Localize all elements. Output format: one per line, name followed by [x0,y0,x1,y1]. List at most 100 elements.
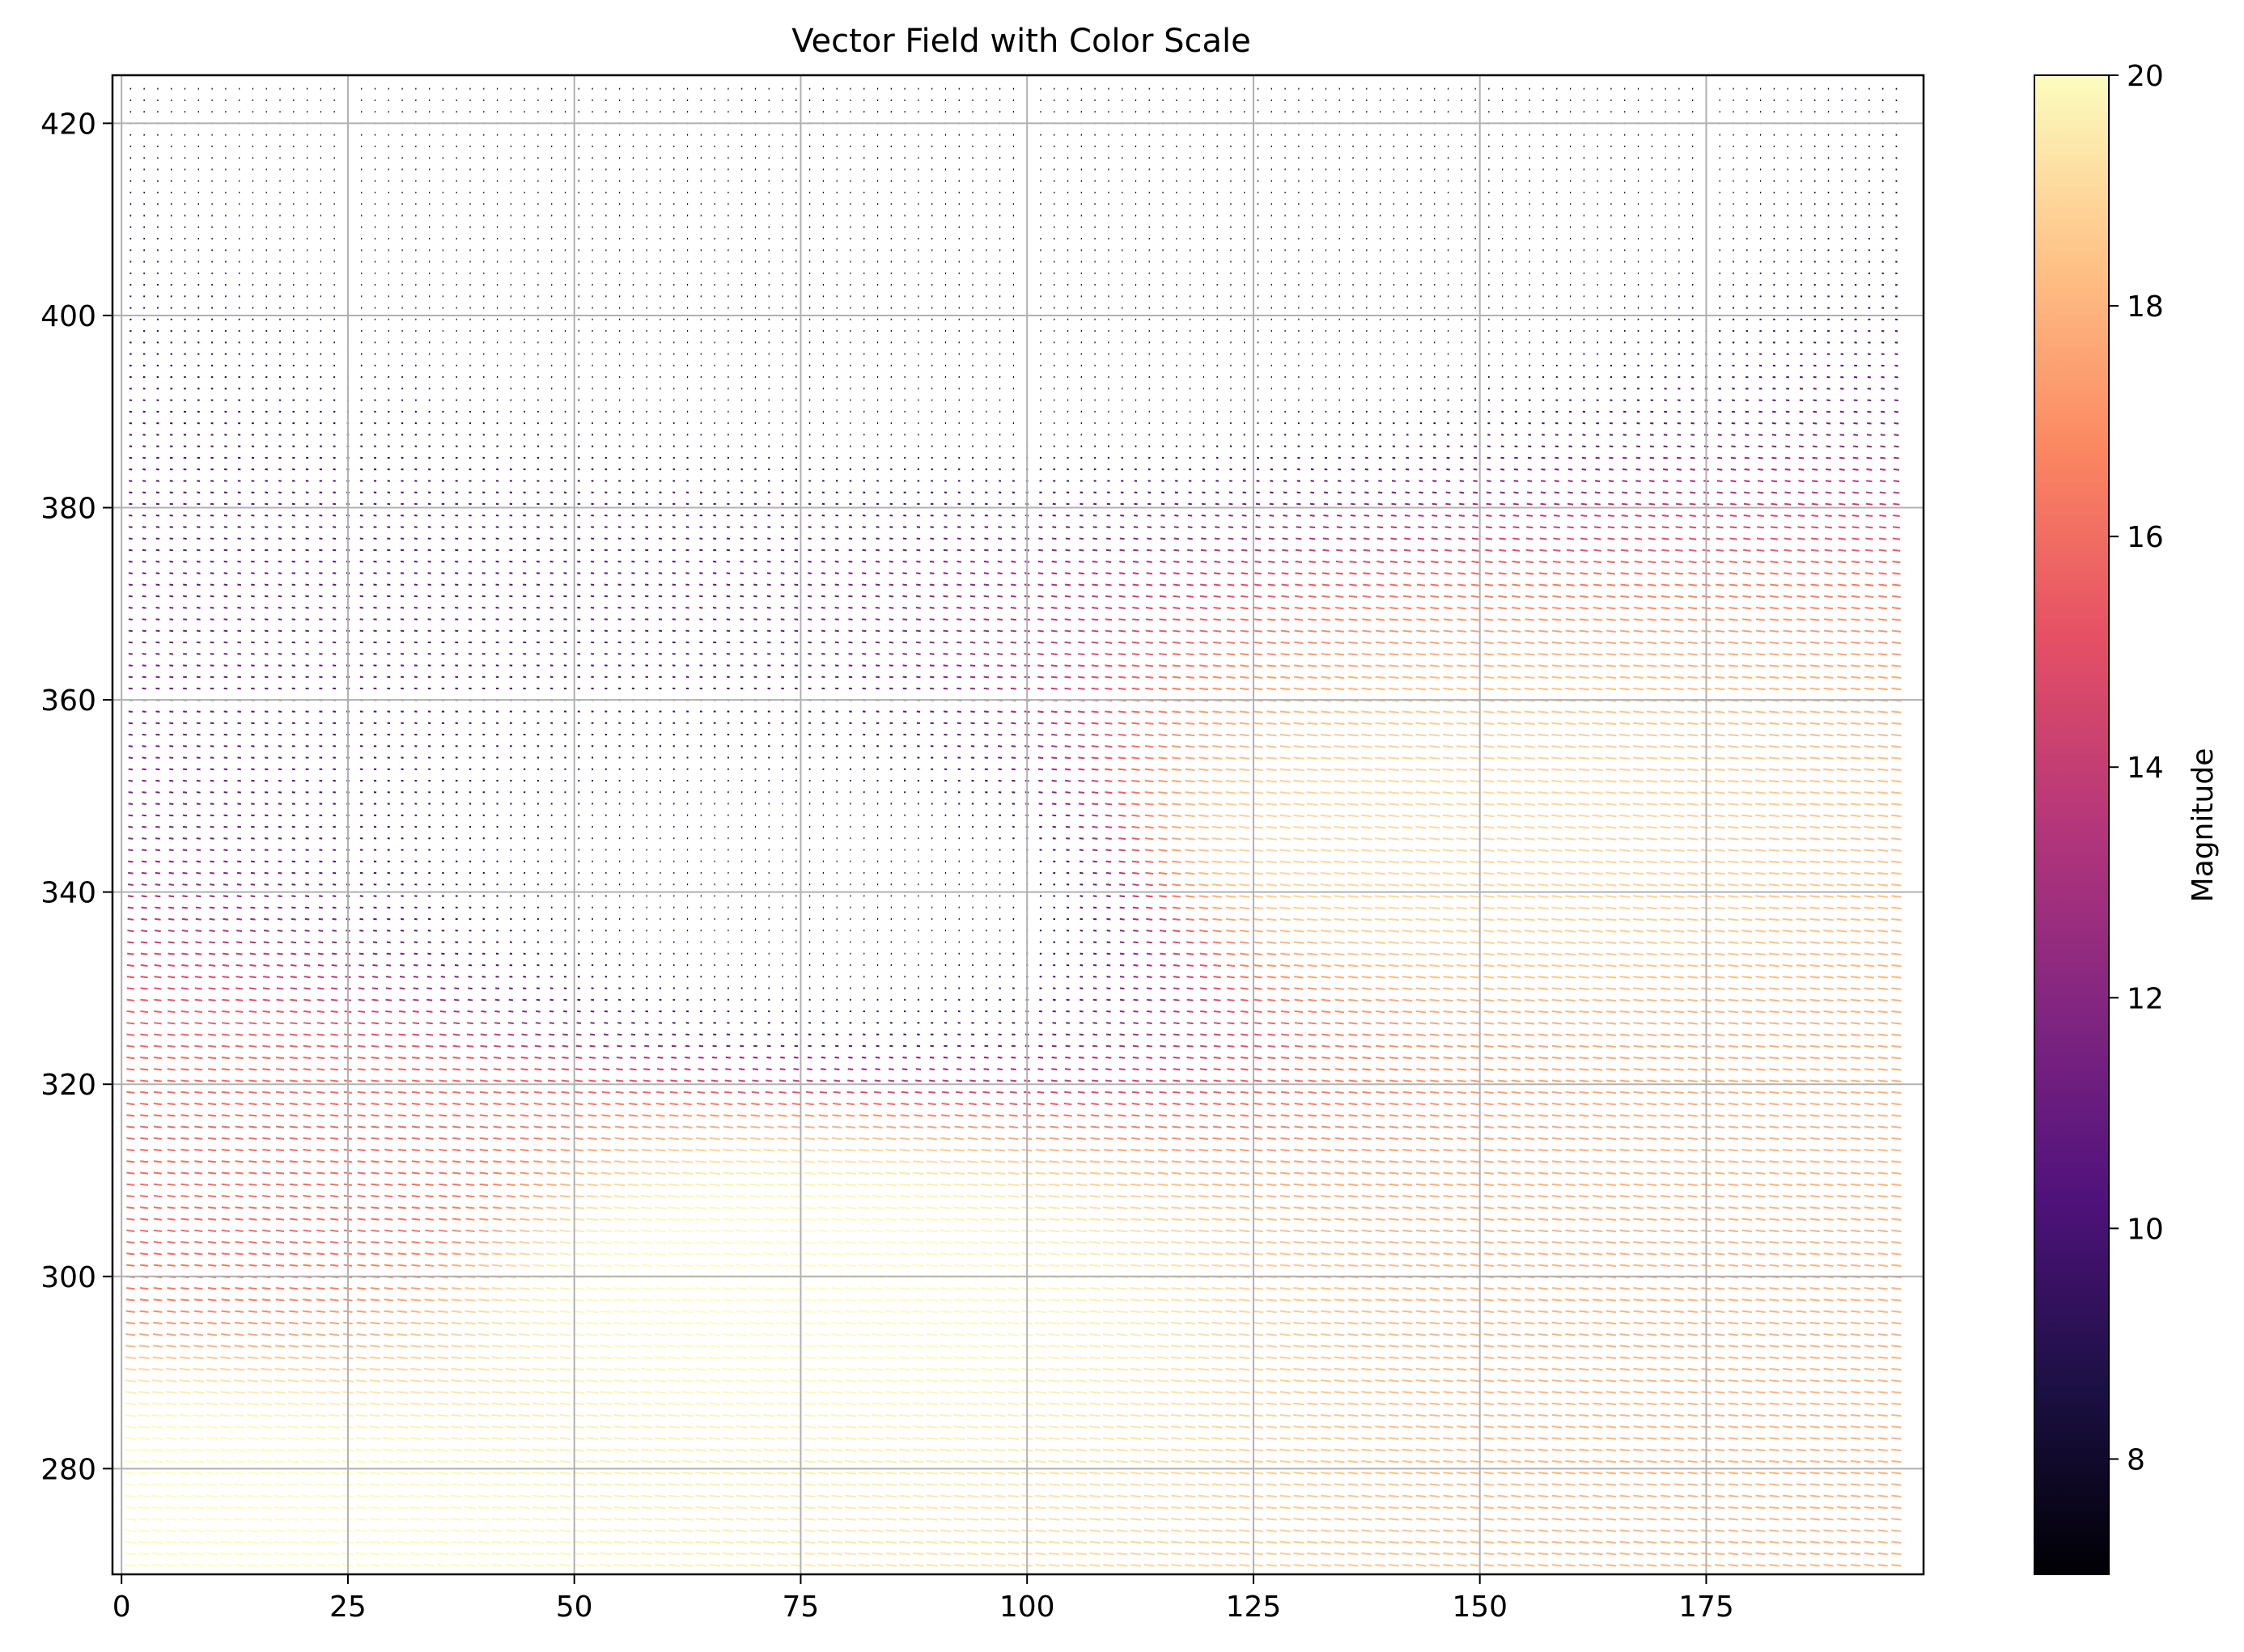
vector-arrow [262,1206,271,1209]
vector-arrow [1048,1540,1060,1544]
vector-arrow [411,1171,420,1175]
vector-arrow [289,1206,298,1209]
vector-arrow [533,1171,543,1175]
vector-arrow [1809,1552,1820,1556]
vector-arrow [355,1540,367,1544]
vector-arrow [1198,1160,1209,1163]
vector-arrow [1225,1529,1237,1532]
vector-arrow [1565,1552,1576,1556]
vector-arrow [289,1321,299,1325]
vector-arrow [926,1540,938,1544]
vector-arrow [1511,1183,1521,1187]
vector-arrow [1103,1529,1114,1532]
vector-arrow [1429,1183,1440,1187]
vector-arrow [328,1552,341,1556]
vector-arrow [1211,1540,1223,1544]
vector-arrow [328,1540,341,1544]
vector-arrow [1293,1518,1304,1521]
vector-arrow [1741,1529,1752,1532]
vector-arrow [1307,1518,1318,1521]
vector-arrow [994,1540,1006,1544]
vector-arrow [153,1171,163,1175]
vector-arrow [1715,1529,1725,1532]
vector-arrow [167,1287,176,1290]
vector-arrow [465,1160,475,1163]
vector-arrow [1483,1529,1495,1532]
vector-arrow [1524,1552,1535,1556]
vector-arrow [1497,1529,1508,1532]
vector-arrow [1402,1540,1413,1544]
vector-arrow [872,1564,884,1567]
vector-arrow [126,1125,135,1129]
vector-arrow [1402,1183,1413,1187]
vector-arrow [287,1564,300,1567]
vector-arrow [452,1171,461,1175]
vector-arrow [356,1310,367,1313]
vector-arrow [289,1218,298,1221]
vector-arrow [1741,1552,1752,1556]
vector-arrow [397,1287,407,1290]
vector-arrow [722,1540,734,1544]
vector-arrow [574,1137,584,1141]
vector-arrow [1035,1564,1046,1567]
vector-arrow [1660,1540,1671,1544]
vector-arrow [425,1183,434,1186]
vector-arrow [301,1506,313,1510]
vector-arrow [477,1506,490,1510]
vector-arrow [316,1310,326,1313]
vector-arrow [452,1160,461,1163]
vector-arrow [439,1137,448,1140]
vector-arrow [1389,1518,1399,1521]
vector-arrow [207,1333,218,1336]
vector-arrow [396,1529,409,1533]
vector-arrow [858,1564,870,1567]
vector-arrow [275,1206,285,1209]
vector-arrow [396,1506,409,1510]
vector-arrow [139,1333,150,1336]
vector-arrow [274,1564,286,1567]
vector-arrow [248,1264,257,1267]
vector-arrow [425,1160,434,1163]
vector-arrow [1279,1552,1291,1556]
vector-arrow [233,1518,245,1521]
vector-arrow [899,1564,911,1567]
vector-arrow [1565,1540,1576,1544]
vector-arrow [1157,1160,1169,1163]
vector-arrow [1593,1137,1603,1141]
vector-arrow [967,1518,978,1521]
vector-arrow [1334,1518,1345,1521]
vector-arrow [206,1564,218,1567]
vector-arrow [872,1540,884,1544]
vector-arrow [1877,1529,1888,1532]
vector-arrow [248,1287,257,1290]
vector-arrow [1388,1552,1399,1556]
vector-arrow [1443,1552,1453,1556]
vector-arrow [1116,1529,1128,1532]
vector-arrow [559,1540,571,1544]
vector-arrow [899,1518,911,1521]
vector-arrow [559,1552,571,1556]
vector-arrow [1307,1540,1318,1544]
vector-arrow [1796,1540,1807,1544]
vector-arrow [1062,1552,1074,1556]
vector-arrow [479,1183,489,1187]
vector-arrow [1402,1171,1413,1175]
vector-arrow [193,1321,204,1325]
vector-arrow [1443,1171,1453,1175]
vector-arrow [614,1137,625,1141]
vector-arrow [1211,1564,1223,1567]
vector-arrow [505,1529,517,1533]
vector-arrow [1075,1518,1088,1521]
vector-arrow [1823,1540,1834,1544]
vector-arrow [736,1552,748,1556]
vector-arrow [479,1206,489,1209]
vector-arrow [425,1137,434,1140]
vector-arrow [167,1195,176,1198]
vector-arrow [1143,1518,1155,1521]
vector-arrow [383,1564,395,1567]
vector-arrow [831,1518,843,1521]
vector-arrow [872,1552,884,1556]
vector-arrow [303,1298,312,1302]
vector-arrow [1293,1183,1304,1187]
vector-arrow [493,1183,503,1187]
